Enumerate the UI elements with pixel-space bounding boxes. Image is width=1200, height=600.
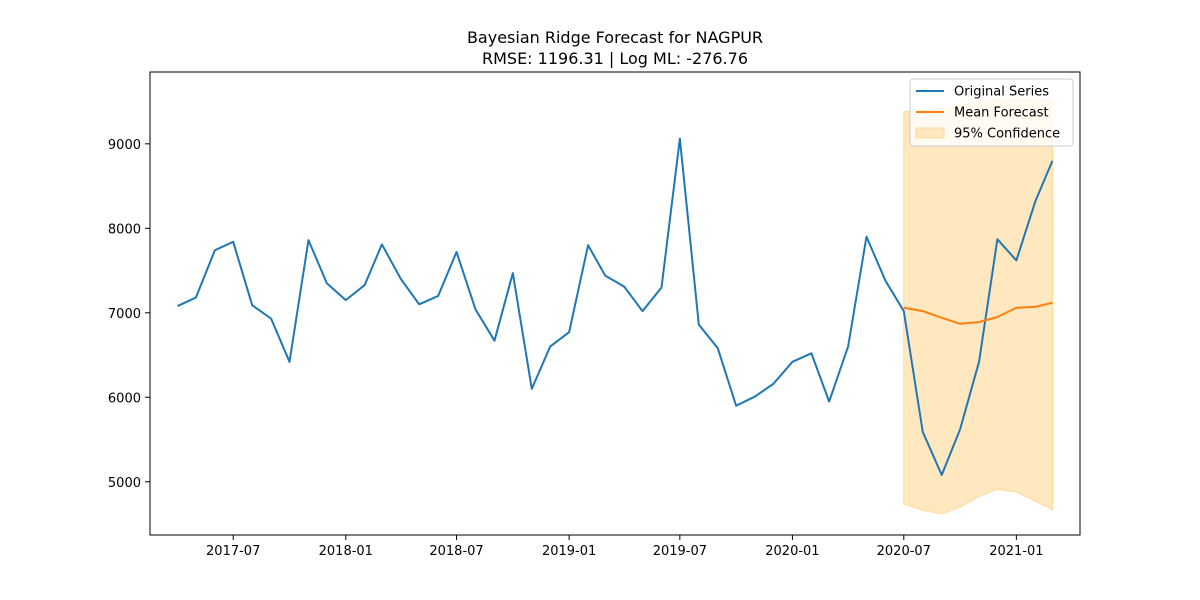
y-tick-label: 6000: [108, 391, 141, 406]
legend-confidence-label: 95% Confidence: [954, 127, 1060, 142]
y-tick-label: 5000: [108, 476, 141, 491]
original-series-line: [177, 137, 1054, 477]
y-tick-label: 7000: [108, 307, 141, 322]
x-tick-label: 2017-07: [206, 544, 260, 559]
y-tick-label: 8000: [108, 222, 141, 237]
chart-subtitle: RMSE: 1196.31 | Log ML: -276.76: [482, 49, 748, 68]
confidence-band-layer: [903, 97, 1053, 515]
legend: Original Series Mean Forecast 95% Confiden…: [909, 78, 1074, 147]
legend-box: [909, 78, 1074, 147]
legend-confidence-swatch: [915, 127, 945, 139]
x-tick-label: 2019-07: [653, 544, 707, 559]
x-tick-label: 2020-01: [765, 544, 819, 559]
x-tick-label: 2019-01: [542, 544, 596, 559]
x-tick-label: 2018-07: [429, 544, 483, 559]
x-axis: 2017-07 2018-01 2018-07 2019-01 2019-07 2020-…: [206, 535, 1044, 559]
y-axis: 5000 6000 7000 8000 9000: [108, 138, 150, 491]
x-tick-label: 2020-07: [877, 544, 931, 559]
mean-forecast-line: [903, 301, 1053, 325]
x-tick-label: 2018-01: [319, 544, 373, 559]
plot-frame: [149, 71, 1081, 536]
legend-mean-forecast-label: Mean Forecast: [954, 106, 1049, 121]
series-layer: [177, 137, 1054, 477]
chart-title: Bayesian Ridge Forecast for NAGPUR: [467, 28, 763, 47]
x-tick-label: 2021-01: [989, 544, 1043, 559]
legend-original-series-label: Original Series: [954, 85, 1049, 100]
y-tick-label: 9000: [108, 138, 141, 153]
confidence-band: [903, 97, 1053, 515]
chart-title-group: Bayesian Ridge Forecast for NAGPUR RMSE:…: [467, 28, 763, 68]
